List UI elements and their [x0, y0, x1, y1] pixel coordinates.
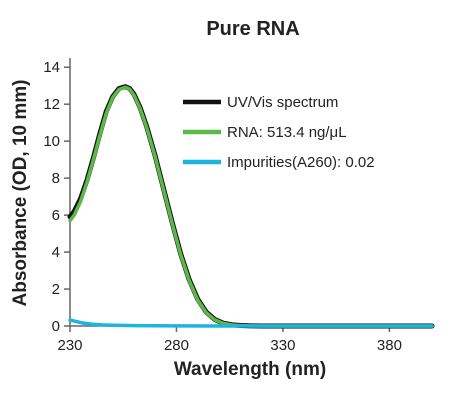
chart-title: Pure RNA: [206, 18, 299, 40]
legend-label-3: Impurities(A260): 0.02: [227, 154, 375, 171]
plot-area: 0 2 4 6 8 10 12 14 230 280 330 380: [43, 58, 435, 354]
y-axis-label: Absorbance (OD, 10 mm): [10, 80, 31, 307]
y-tick-label: 10: [43, 133, 60, 150]
y-tick-label: 12: [43, 96, 60, 113]
y-tick-label: 8: [52, 170, 60, 187]
x-tick-label: 280: [164, 337, 189, 354]
y-tick-label: 0: [52, 318, 60, 335]
legend: UV/Vis spectrum RNA: 513.4 ng/μL Impuritie…: [183, 94, 375, 171]
legend-label-2: RNA: 513.4 ng/μL: [227, 124, 347, 141]
y-tick-label: 2: [52, 281, 60, 298]
x-tick-label: 330: [270, 337, 295, 354]
x-axis-label: Wavelength (nm): [174, 359, 326, 380]
x-tick-label: 380: [377, 337, 402, 354]
series-line-1: [67, 84, 435, 329]
series-line-3: [68, 318, 434, 328]
legend-label-1: UV/Vis spectrum: [227, 94, 338, 111]
x-tick-label: 230: [57, 337, 82, 354]
y-tick-label: 6: [52, 207, 60, 224]
y-tick-label: 4: [52, 244, 60, 261]
y-tick-label: 14: [43, 59, 60, 76]
